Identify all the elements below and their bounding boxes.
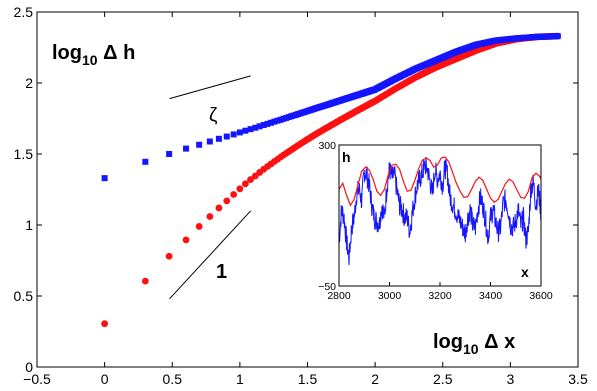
data-point-circle — [141, 277, 149, 285]
data-point-square — [142, 158, 149, 165]
data-point-square — [267, 119, 274, 126]
data-point-square — [554, 33, 561, 40]
y-tick-label: 1.5 — [14, 146, 34, 162]
guide-line-zeta — [169, 75, 251, 100]
x-tick-label: 1.5 — [298, 371, 318, 387]
inset-background — [339, 145, 541, 286]
data-point-circle — [195, 223, 203, 230]
inset-x-tick-label: 3400 — [479, 290, 503, 302]
guide-line-one — [169, 210, 252, 300]
data-point-circle — [223, 197, 231, 205]
data-point-square — [242, 127, 249, 134]
data-point-square — [260, 122, 267, 129]
inset-series — [338, 156, 542, 266]
x-tick-label: 0.5 — [163, 371, 183, 387]
data-point-circle — [247, 176, 254, 183]
inset-profile-line — [338, 156, 542, 266]
y-tick-label: 0 — [25, 359, 33, 375]
inset-y-tick-label: −50 — [318, 281, 336, 293]
x-tick-label: 0 — [101, 371, 109, 387]
data-point-square — [256, 123, 263, 130]
inset-x-tick-label: 3200 — [428, 290, 452, 302]
inset-y-tick-label: 300 — [318, 140, 336, 152]
data-point-square — [183, 145, 190, 152]
data-point-circle — [101, 320, 109, 328]
inset-plot: 2800 3000 3200 3400 3600 −50 300 h x — [318, 140, 553, 302]
data-point-circle — [215, 204, 223, 212]
inset-envelope-line — [338, 156, 542, 207]
inset-x-tick-label: 2800 — [327, 290, 351, 302]
inset-x-label: x — [521, 264, 529, 280]
y-axis-label: log10 Δ h — [52, 42, 135, 68]
data-point-circle — [165, 252, 173, 260]
x-axis-label-rest: Δ x — [479, 331, 516, 353]
x-axis-label: log10 Δ x — [433, 331, 515, 357]
data-point-circle — [206, 213, 214, 220]
data-point-square — [196, 141, 203, 148]
data-point-square — [264, 120, 271, 127]
x-tick-label: 3.5 — [568, 371, 588, 387]
main-plot: −0.5 0 0.5 1 1.5 2 2.5 3 3.500.511.522.5 log10 Δ… — [14, 4, 588, 387]
data-point-circle — [236, 185, 244, 193]
data-point-square — [215, 135, 222, 142]
x-tick-label: −0.5 — [23, 371, 51, 387]
inset-x-tick-label: 3000 — [378, 290, 402, 302]
data-point-square — [236, 129, 243, 136]
x-tick-label: 2 — [371, 371, 379, 387]
y-axis-label-main: log — [52, 42, 82, 64]
data-point-square — [206, 138, 213, 145]
main-axis-ticks: −0.5 0 0.5 1 1.5 2 2.5 3 3.500.511.522.5 — [14, 4, 588, 387]
zeta-label: ζ — [209, 105, 218, 126]
inset-y-label: h — [342, 149, 351, 165]
y-tick-label: 2 — [25, 75, 33, 91]
main-series — [101, 32, 562, 328]
data-point-circle — [182, 236, 190, 244]
y-axis-label-rest: Δ h — [98, 42, 136, 64]
x-axis-label-main: log — [433, 331, 463, 353]
data-point-square — [271, 118, 278, 125]
x-tick-label: 3 — [506, 371, 514, 387]
x-tick-label: 2.5 — [433, 371, 453, 387]
slope-one-label: 1 — [216, 261, 227, 283]
data-point-square — [247, 126, 254, 133]
data-point-square — [223, 133, 230, 140]
y-tick-label: 1 — [25, 217, 33, 233]
data-point-square — [230, 131, 237, 138]
y-axis-label-sub: 10 — [82, 52, 98, 68]
data-point-square — [166, 151, 173, 157]
guide-lines — [169, 75, 252, 300]
inset-x-tick-label: 3600 — [529, 290, 553, 302]
y-tick-label: 0.5 — [14, 288, 34, 304]
y-tick-label: 2.5 — [14, 4, 34, 20]
data-point-square — [101, 175, 108, 182]
x-axis-label-sub: 10 — [463, 341, 479, 357]
data-point-circle — [242, 180, 249, 188]
data-point-circle — [230, 191, 238, 198]
inset-axis-ticks: 2800 3000 3200 3400 3600 −50 300 — [318, 140, 553, 302]
x-tick-label: 1 — [236, 371, 244, 387]
data-point-square — [252, 124, 259, 131]
